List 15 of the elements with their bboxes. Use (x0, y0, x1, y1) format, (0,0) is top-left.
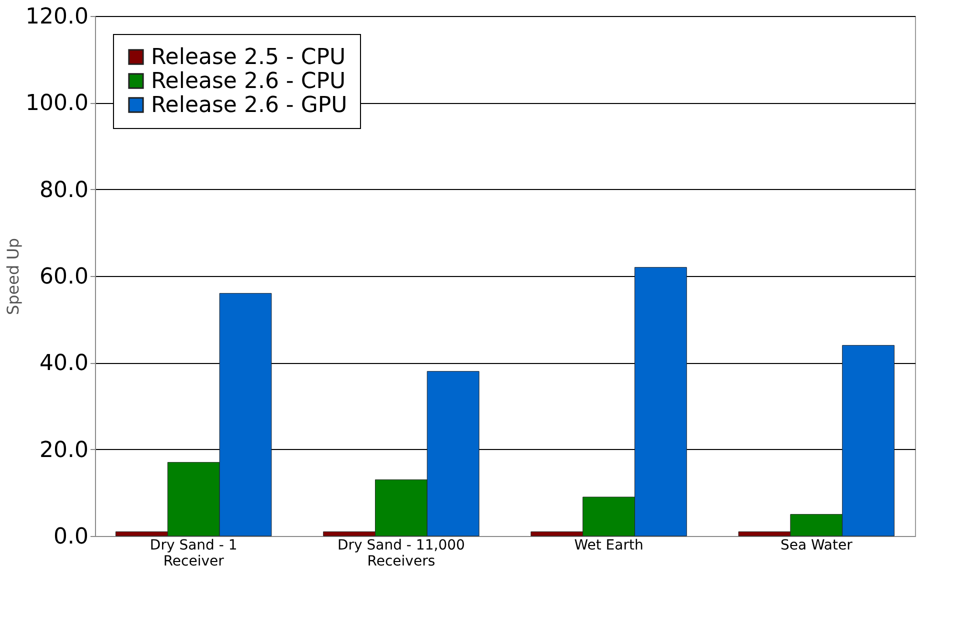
y-axis-title: Speed Up (4, 238, 23, 316)
y-tick-label: 120.0 (26, 4, 88, 30)
x-tick-label: Sea Water (780, 538, 853, 554)
y-tick-label: 60.0 (40, 264, 88, 290)
y-tick-label: 20.0 (40, 438, 88, 463)
legend-label: Release 2.6 - CPU (151, 69, 346, 94)
x-tick-label: Wet Earth (574, 538, 644, 554)
y-tick-label: 100.0 (26, 91, 88, 116)
x-tick-label: Dry Sand - 11,000 Receivers (337, 538, 465, 570)
y-tick-label: 40.0 (40, 351, 88, 376)
y-tick-label: 80.0 (40, 178, 88, 203)
legend-label: Release 2.5 - CPU (151, 45, 346, 70)
x-tick-label: Dry Sand - 1 Receiver (150, 538, 238, 570)
y-tick-label: 0.0 (54, 524, 88, 550)
legend-label: Release 2.6 - GPU (151, 93, 348, 118)
